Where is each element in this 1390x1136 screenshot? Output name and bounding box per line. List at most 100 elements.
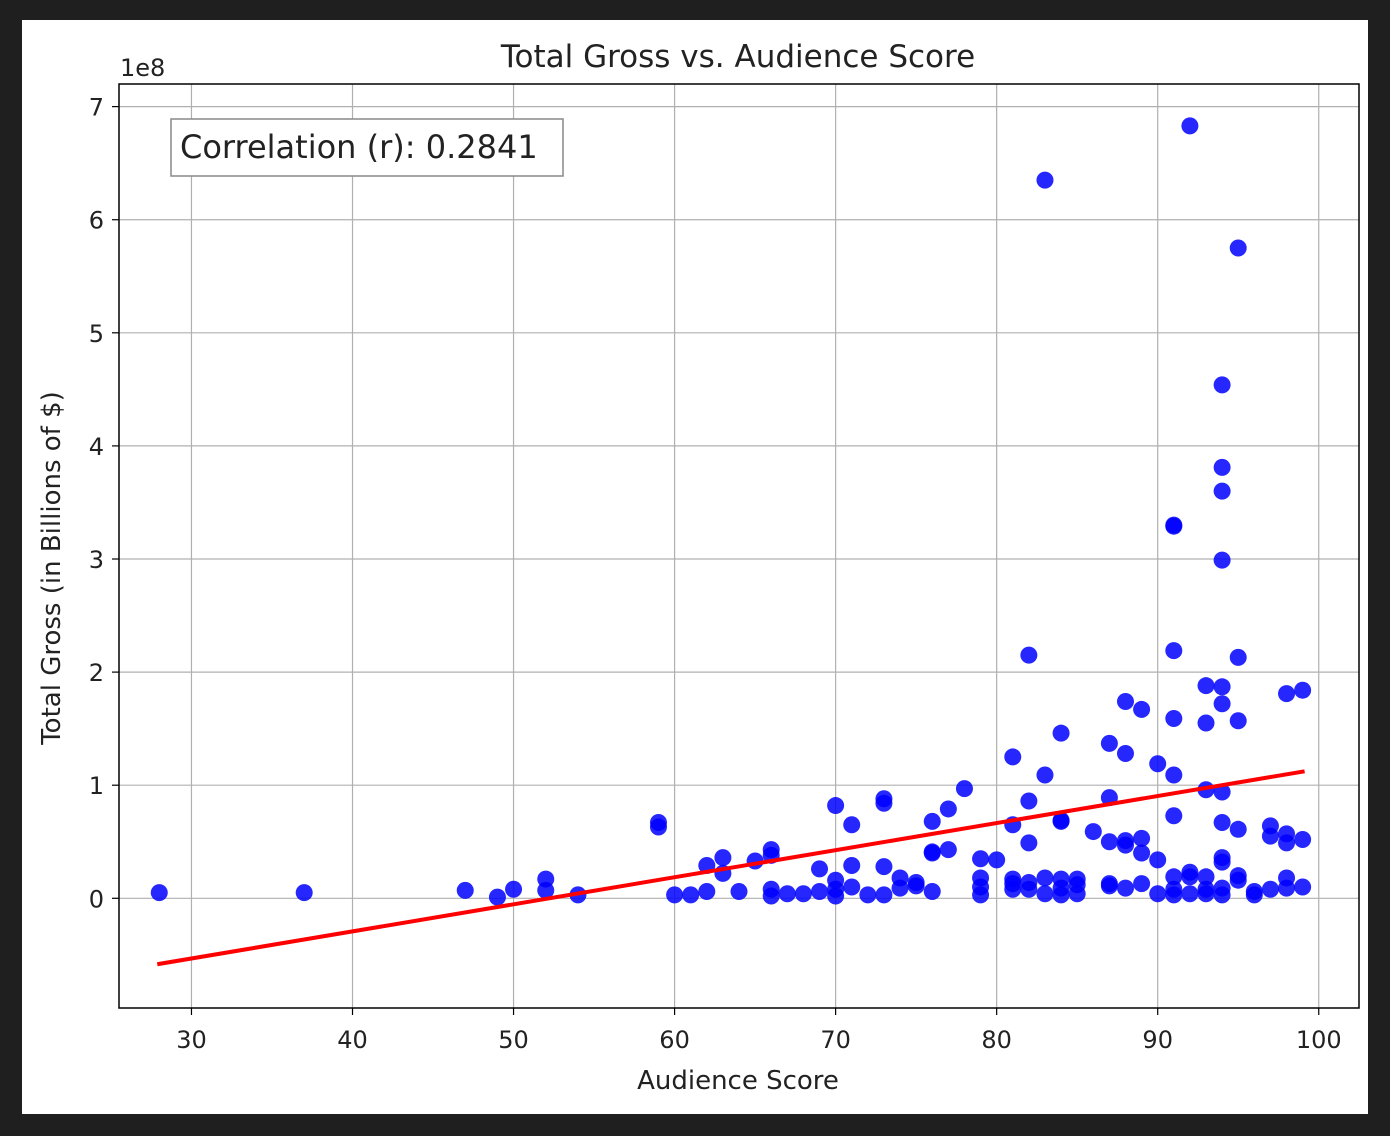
scatter-chart: 30 40 50 60 70 80 90 100 0 1 2 3 4 5 6 7 Total Gross vs… bbox=[37, 39, 1360, 1096]
x-tick-label: 100 bbox=[1296, 1026, 1342, 1054]
scatter-point bbox=[1004, 748, 1022, 766]
scatter-point bbox=[1294, 878, 1312, 896]
scatter-point bbox=[1197, 885, 1215, 903]
scatter-point bbox=[488, 888, 506, 906]
correlation-annotation: Correlation (r): 0.2841 bbox=[170, 118, 564, 177]
scatter-point bbox=[1261, 827, 1279, 845]
scatter-point bbox=[1149, 755, 1167, 773]
scatter-point bbox=[730, 883, 748, 901]
scatter-point bbox=[682, 886, 700, 904]
scatter-point bbox=[1278, 879, 1296, 897]
data-points bbox=[150, 117, 1312, 906]
scatter-point bbox=[1213, 814, 1231, 832]
scatter-point bbox=[875, 858, 893, 876]
scatter-point bbox=[1229, 648, 1247, 666]
scatter-point bbox=[923, 883, 941, 901]
scatter-point bbox=[1004, 880, 1022, 898]
scatter-point bbox=[1100, 877, 1118, 895]
scatter-point bbox=[811, 883, 829, 901]
scatter-point bbox=[972, 850, 990, 868]
scatter-point bbox=[1020, 880, 1038, 898]
scatter-point bbox=[1100, 833, 1118, 851]
scatter-point bbox=[1181, 885, 1199, 903]
scatter-point bbox=[762, 887, 780, 905]
scatter-point bbox=[1278, 834, 1296, 852]
scatter-point bbox=[1165, 709, 1183, 727]
scatter-point bbox=[843, 816, 861, 834]
scatter-point bbox=[1149, 851, 1167, 869]
scatter-point bbox=[1294, 681, 1312, 699]
scatter-point bbox=[1133, 844, 1151, 862]
y-tick-label: 2 bbox=[89, 659, 104, 687]
scatter-point bbox=[955, 780, 973, 798]
scatter-point bbox=[827, 797, 845, 815]
chart-figure: 30 40 50 60 70 80 90 100 0 1 2 3 4 5 6 7 Total Gross vs… bbox=[22, 20, 1368, 1114]
scatter-point bbox=[923, 812, 941, 830]
scatter-point bbox=[907, 877, 925, 895]
scatter-point bbox=[1229, 239, 1247, 257]
scatter-point bbox=[1036, 869, 1054, 887]
scatter-point bbox=[1036, 885, 1054, 903]
scatter-point bbox=[939, 841, 957, 859]
x-axis-label: Audience Score bbox=[637, 1066, 839, 1096]
scatter-point bbox=[1197, 677, 1215, 695]
scatter-point bbox=[150, 884, 168, 902]
scatter-point bbox=[843, 856, 861, 874]
scatter-point bbox=[649, 818, 667, 836]
scatter-point bbox=[1052, 724, 1070, 742]
x-tick-label: 30 bbox=[176, 1026, 207, 1054]
y-tick-label: 1 bbox=[89, 772, 104, 800]
scatter-point bbox=[1181, 868, 1199, 886]
scatter-point bbox=[891, 879, 909, 897]
scatter-point bbox=[811, 860, 829, 878]
scatter-point bbox=[1133, 700, 1151, 718]
scatter-point bbox=[1197, 868, 1215, 886]
scatter-point bbox=[1036, 171, 1054, 189]
scatter-point bbox=[1197, 714, 1215, 732]
annotation-box bbox=[170, 118, 564, 177]
scatter-point bbox=[859, 886, 877, 904]
ticks: 30 40 50 60 70 80 90 100 0 1 2 3 4 5 6 7 bbox=[89, 94, 1342, 1054]
plot-frame bbox=[118, 83, 1360, 1009]
scatter-point bbox=[698, 883, 716, 901]
y-tick-label: 0 bbox=[89, 885, 104, 913]
scatter-point bbox=[1229, 712, 1247, 730]
scatter-point bbox=[827, 887, 845, 905]
scatter-point bbox=[1165, 517, 1183, 535]
scatter-point bbox=[537, 881, 555, 899]
scatter-point bbox=[1213, 853, 1231, 871]
scatter-point bbox=[714, 849, 732, 867]
scatter-point bbox=[1213, 695, 1231, 713]
scatter-point bbox=[666, 886, 684, 904]
scatter-point bbox=[1213, 551, 1231, 569]
scatter-point bbox=[1116, 879, 1134, 897]
scatter-point bbox=[1052, 812, 1070, 830]
y-axis-label: Total Gross (in Billions of $) bbox=[37, 391, 67, 746]
scatter-point bbox=[1165, 807, 1183, 825]
y-tick-label: 5 bbox=[89, 320, 104, 348]
grid bbox=[119, 84, 1359, 1008]
scatter-point bbox=[923, 844, 941, 862]
scatter-point bbox=[1068, 885, 1086, 903]
scatter-point bbox=[875, 886, 893, 904]
scatter-point bbox=[1213, 458, 1231, 476]
y-tick-label: 4 bbox=[89, 433, 104, 461]
scatter-point bbox=[843, 878, 861, 896]
y-tick-label: 6 bbox=[89, 207, 104, 235]
chart-title: Total Gross vs. Audience Score bbox=[500, 39, 975, 75]
scatter-point bbox=[1116, 745, 1134, 763]
scatter-point bbox=[939, 800, 957, 818]
scatter-point bbox=[1261, 880, 1279, 898]
scatter-point bbox=[1229, 820, 1247, 838]
scatter-point bbox=[1149, 885, 1167, 903]
scatter-point bbox=[1294, 830, 1312, 848]
x-tick-label: 80 bbox=[981, 1026, 1012, 1054]
scatter-point bbox=[1165, 886, 1183, 904]
scatter-point bbox=[1229, 871, 1247, 889]
y-offset-label: 1e8 bbox=[120, 54, 165, 82]
scatter-point bbox=[1020, 792, 1038, 810]
scatter-point bbox=[875, 794, 893, 812]
scatter-point bbox=[505, 880, 523, 898]
scatter-point bbox=[1116, 836, 1134, 854]
scatter-point bbox=[1036, 766, 1054, 784]
